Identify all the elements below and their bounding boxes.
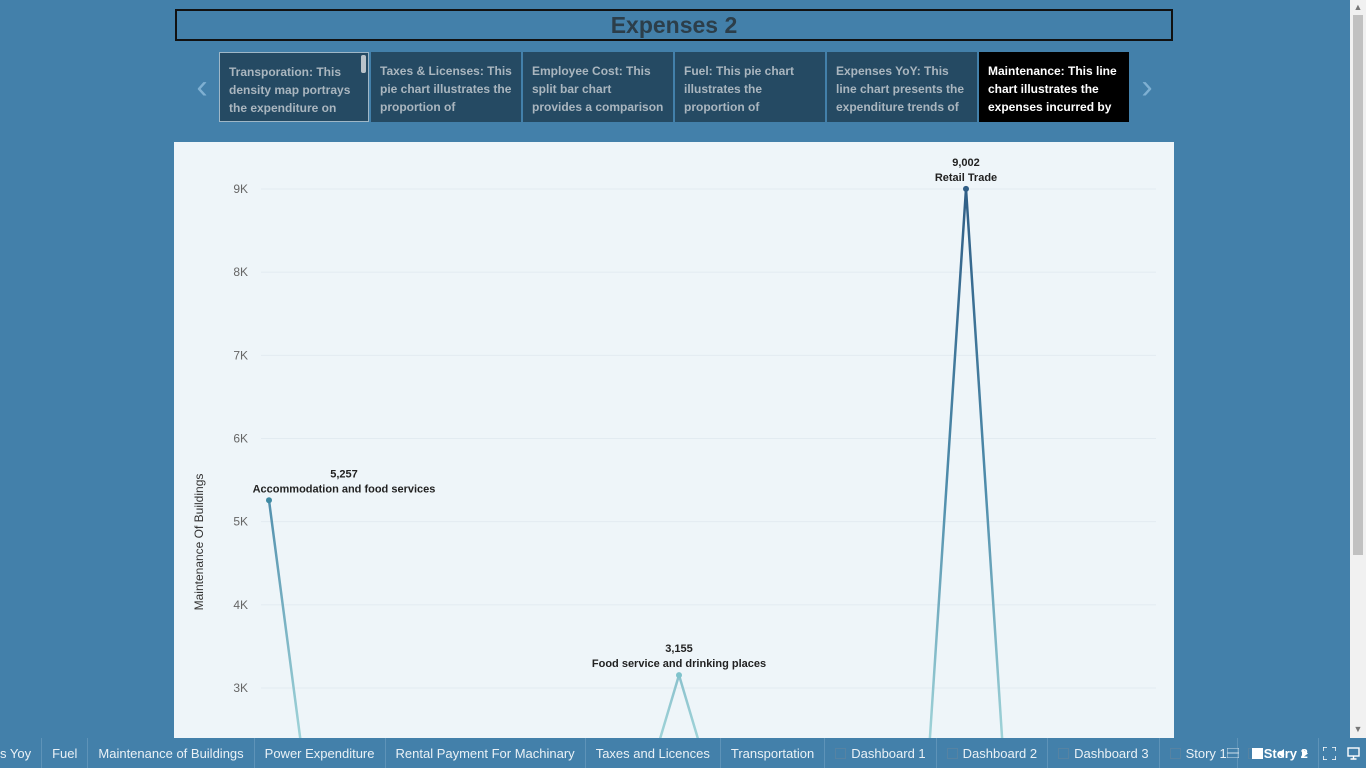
sheet-tab-fuel[interactable]: Fuel: [42, 738, 89, 768]
show-filmstrip-icon[interactable]: [1250, 746, 1264, 760]
sheet-tab-dashboard-3[interactable]: Dashboard 3: [1048, 738, 1160, 768]
story-point-caption: Maintenance: This line chart illustrates…: [988, 64, 1117, 114]
scroll-thumb[interactable]: [1353, 15, 1363, 555]
sheet-tab-label: Taxes and Licences: [595, 745, 710, 761]
sheet-tab-label: Maintenance of Buildings: [98, 745, 244, 761]
story-point-maintenance[interactable]: Maintenance: This line chart illustrates…: [979, 52, 1129, 122]
data-category-label: Accommodation and food services: [253, 483, 436, 495]
story-point-taxes[interactable]: Taxes & Licenses: This pie chart illustr…: [371, 52, 521, 122]
sheet-tab-power-expenditure[interactable]: Power Expenditure: [255, 738, 386, 768]
sheet-tab-label: Transportation: [730, 745, 815, 761]
data-category-label: Retail Trade: [935, 172, 997, 184]
sheet-tab-maintenance-of-buildings[interactable]: Maintenance of Buildings: [88, 738, 255, 768]
sheet-tab-rental-payment-for-machinary[interactable]: Rental Payment For Machinary: [386, 738, 586, 768]
sheet-tab-transportation[interactable]: Transportation: [721, 738, 826, 768]
data-category-label: Food service and drinking places: [592, 658, 766, 670]
series-line[interactable]: [267, 187, 1007, 738]
sheet-tab-label: Rental Payment For Machinary: [395, 745, 575, 761]
scroll-down-icon[interactable]: ▼: [1353, 724, 1363, 734]
y-tick-label: 8K: [233, 265, 248, 279]
data-point[interactable]: [963, 185, 969, 192]
story-point-caption: Expenses YoY: This line chart presents t…: [836, 64, 965, 114]
dashboard-icon: [1058, 747, 1070, 759]
data-value-label: 9,002: [952, 157, 980, 169]
sheet-tab-label: Dashboard 2: [962, 745, 1038, 761]
previous-sheet-icon[interactable]: [1274, 746, 1288, 760]
story-icon: [1169, 747, 1181, 759]
chevron-left-icon[interactable]: ‹: [196, 68, 208, 106]
sheet-tab-dashboard-2[interactable]: Dashboard 2: [937, 738, 1049, 768]
sheet-tab-bar: s Yoy Fuel Maintenance of Buildings Power E…: [0, 738, 1366, 768]
story-point-fuel[interactable]: Fuel: This pie chart illustrates the pro…: [675, 52, 825, 122]
y-tick-label: 9K: [233, 182, 248, 196]
chevron-right-icon[interactable]: ›: [1141, 68, 1153, 106]
y-axis-label: Maintenance Of Buildings: [192, 474, 206, 611]
data-value-label: 5,257: [330, 468, 358, 480]
sheet-tab-taxes-and-licences[interactable]: Taxes and Licences: [586, 738, 721, 768]
sheet-tab-label: Power Expenditure: [264, 745, 375, 761]
story-point-employee-cost[interactable]: Employee Cost: This split bar chart prov…: [523, 52, 673, 122]
y-tick-label: 6K: [233, 432, 248, 446]
fullscreen-icon[interactable]: [1322, 746, 1336, 760]
line-chart: 9K 8K 7K 6K 5K 4K 3K Maintenance Of Buildings …: [174, 142, 1174, 738]
sheet-tab-dashboard-1[interactable]: Dashboard 1: [825, 738, 937, 768]
story-title: Expenses 2: [175, 9, 1173, 41]
sheet-tab-s-yoy[interactable]: s Yoy: [0, 738, 43, 768]
tab-toolbar: [1226, 738, 1360, 768]
y-tick-label: 7K: [233, 348, 248, 362]
sheet-tab-label: Dashboard 1: [851, 745, 926, 761]
data-value-label: 3,155: [665, 643, 693, 655]
present-icon[interactable]: [1346, 746, 1360, 760]
sheet-tab-label: s Yoy: [0, 745, 32, 761]
story-point-navigator: Transporation: This density map portrays…: [219, 52, 1131, 122]
story-point-transportation[interactable]: Transporation: This density map portrays…: [219, 52, 369, 122]
sheet-tab-label: Dashboard 3: [1074, 745, 1149, 761]
dashboard-icon: [835, 747, 847, 759]
story-point-caption: Fuel: This pie chart illustrates the pro…: [684, 64, 795, 114]
show-sheets-icon[interactable]: [1226, 746, 1240, 760]
sheet-tab-label: Story 1: [1185, 745, 1227, 761]
next-sheet-icon[interactable]: [1298, 746, 1312, 760]
y-tick-label: 4K: [233, 598, 248, 612]
dashboard-icon: [946, 747, 958, 759]
story-point-caption: Transporation: This density map portrays…: [229, 65, 351, 115]
story-point-expenses-yoy[interactable]: Expenses YoY: This line chart presents t…: [827, 52, 977, 122]
vertical-scrollbar[interactable]: ▲ ▼: [1350, 0, 1366, 738]
data-point[interactable]: [676, 672, 682, 679]
sheet-tab-label: Story 2: [1263, 745, 1308, 761]
sheet-tab-label: Fuel: [52, 745, 78, 761]
data-point[interactable]: [266, 497, 272, 504]
story-point-caption: Employee Cost: This split bar chart prov…: [532, 64, 664, 114]
y-tick-label: 3K: [233, 681, 248, 695]
y-tick-label: 5K: [233, 515, 248, 529]
caption-scrollbar[interactable]: [361, 55, 366, 73]
scroll-up-icon[interactable]: ▲: [1353, 2, 1363, 12]
story-point-caption: Taxes & Licenses: This pie chart illustr…: [380, 64, 512, 114]
